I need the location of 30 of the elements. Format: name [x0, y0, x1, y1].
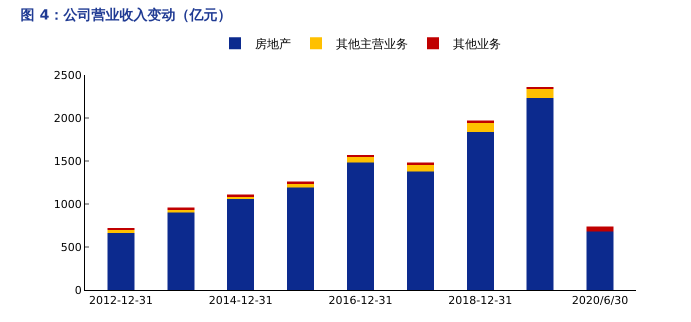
x-tick-label: 2012-12-31 [88, 294, 153, 308]
bar [167, 207, 194, 210]
bar [466, 132, 494, 290]
chart-title: 图 4：公司营业收入变动（亿元） [20, 6, 232, 24]
y-tick-label: 1500 [54, 154, 82, 168]
y-tick-label: 2000 [54, 112, 82, 125]
bar [406, 171, 434, 290]
legend-label: 其他业务 [453, 36, 501, 51]
y-tick-label: 2500 [54, 68, 82, 82]
bar [586, 232, 614, 290]
y-tick-label: 500 [60, 240, 82, 254]
bar [406, 164, 434, 172]
x-tick-label: 2016-12-31 [328, 294, 392, 308]
legend-label: 其他主营业务 [336, 36, 408, 51]
bar [227, 198, 254, 290]
x-tick-label: 2014-12-31 [208, 294, 273, 308]
legend-label: 房地产 [255, 36, 291, 51]
bar [167, 212, 194, 290]
y-tick-label: 1000 [54, 198, 82, 211]
x-tick-label: 2020/6/30 [572, 294, 628, 308]
y-tick-label: 0 [74, 284, 82, 297]
bar [287, 188, 314, 290]
bar [107, 233, 134, 290]
bar [466, 122, 494, 132]
x-tick-label: 2018-12-31 [448, 294, 512, 308]
bar [347, 156, 374, 163]
bar [347, 162, 374, 290]
bar [526, 98, 554, 290]
bar [586, 226, 614, 232]
bar [526, 88, 554, 98]
